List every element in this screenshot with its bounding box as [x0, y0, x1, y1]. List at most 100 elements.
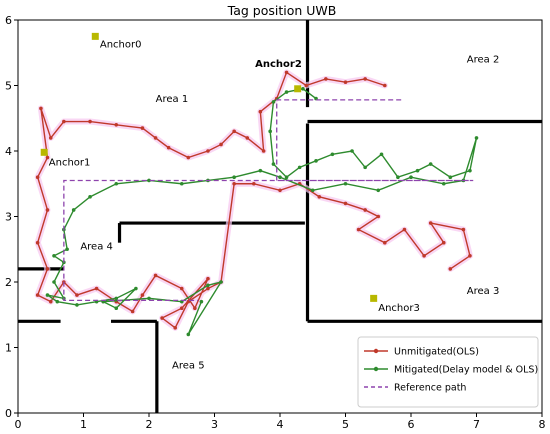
- series-point: [261, 149, 266, 153]
- series-point: [396, 175, 400, 179]
- series-point: [114, 181, 119, 186]
- series-point: [206, 283, 210, 288]
- series-point: [179, 306, 184, 311]
- series-point: [140, 126, 145, 130]
- legend-label: Mitigated(Delay model & OLS): [394, 365, 538, 376]
- series-line: [47, 88, 478, 335]
- series-point: [356, 227, 361, 232]
- series-point: [448, 267, 453, 271]
- series-point: [114, 306, 119, 311]
- legend-marker: [373, 348, 379, 354]
- series-point: [301, 86, 305, 91]
- series-point: [441, 181, 446, 186]
- unmitigated-halo: [34, 69, 473, 331]
- series-point: [179, 181, 184, 186]
- series-point: [383, 240, 387, 245]
- series-point: [258, 168, 263, 173]
- series-point: [363, 165, 367, 170]
- series-point: [314, 159, 318, 163]
- series-point: [232, 129, 236, 134]
- series-point: [461, 227, 466, 232]
- series-point: [35, 293, 40, 297]
- series-point: [88, 119, 92, 124]
- area-label: Area 5: [172, 360, 205, 371]
- series-point: [363, 77, 367, 81]
- series-point: [402, 227, 407, 232]
- series-point: [219, 280, 223, 284]
- series-point: [379, 152, 384, 157]
- series-point: [252, 181, 256, 186]
- series-point: [219, 142, 223, 147]
- series-point: [65, 247, 69, 252]
- series-point: [383, 83, 387, 88]
- series-point: [448, 175, 453, 179]
- area-label: Area 4: [80, 241, 113, 252]
- legend-label: Reference path: [394, 383, 466, 394]
- series-point: [206, 149, 210, 153]
- series-point: [350, 149, 354, 153]
- series-point: [409, 175, 413, 179]
- series-point: [245, 136, 250, 140]
- series-point: [48, 136, 53, 140]
- anchor-marker: [91, 32, 99, 40]
- area-label: Area 3: [467, 286, 500, 297]
- series-point: [75, 293, 79, 297]
- series-point: [415, 168, 420, 173]
- x-tick-label: 1: [80, 418, 87, 431]
- x-tick-label: 3: [211, 418, 218, 431]
- anchor-label: Anchor3: [378, 303, 420, 314]
- anchor-marker: [294, 85, 302, 93]
- series-point: [474, 136, 479, 140]
- x-tick-label: 0: [15, 418, 22, 431]
- series-point: [284, 70, 289, 75]
- series-point: [35, 240, 40, 245]
- series-point: [206, 276, 210, 281]
- legend-label: Unmitigated(OLS): [394, 347, 479, 358]
- y-tick-label: 0: [5, 407, 12, 420]
- series-point: [232, 175, 236, 179]
- series-point: [193, 306, 197, 311]
- series-point: [45, 267, 50, 271]
- series-point: [52, 254, 56, 258]
- series-point: [166, 145, 171, 150]
- area-label: Area 1: [156, 94, 189, 105]
- x-tick-label: 5: [342, 418, 349, 431]
- series-point: [35, 175, 40, 179]
- x-tick-label: 2: [146, 418, 153, 431]
- series-point: [48, 299, 53, 304]
- series-point: [160, 316, 164, 320]
- legend-box: [357, 336, 539, 408]
- series-point: [186, 332, 191, 337]
- legend-marker: [373, 366, 379, 372]
- series-line: [36, 71, 471, 329]
- series-point: [468, 168, 472, 173]
- series-point: [114, 123, 119, 127]
- series-point: [422, 254, 426, 258]
- series-point: [45, 208, 50, 212]
- x-tick-label: 4: [277, 418, 284, 431]
- series-point: [468, 254, 472, 258]
- series-point: [376, 188, 381, 193]
- series-point: [153, 136, 158, 140]
- series-point: [186, 155, 191, 160]
- series-point: [330, 152, 335, 157]
- series-point: [297, 165, 302, 170]
- series-point: [317, 195, 322, 199]
- y-tick-label: 1: [5, 342, 12, 355]
- y-tick-label: 4: [5, 145, 12, 158]
- series-point: [147, 296, 151, 301]
- series-point: [62, 119, 66, 124]
- series-point: [428, 162, 433, 166]
- series-point: [71, 208, 76, 212]
- series-point: [45, 293, 50, 297]
- series-point: [343, 181, 348, 186]
- series-point: [428, 221, 433, 225]
- series-point: [232, 181, 236, 186]
- series-point: [278, 175, 282, 179]
- anchor-label: Anchor1: [49, 157, 91, 168]
- anchor-marker: [370, 294, 378, 302]
- legend: Unmitigated(OLS) Mitigated(Delay model & …: [357, 336, 539, 408]
- series-point: [271, 100, 276, 104]
- anchor-label: Anchor0: [100, 40, 142, 51]
- series-point: [271, 162, 276, 166]
